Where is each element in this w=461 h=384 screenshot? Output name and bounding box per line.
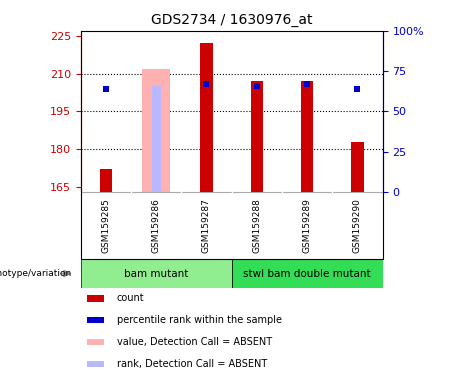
Text: GSM159287: GSM159287: [202, 198, 211, 253]
Text: GSM159285: GSM159285: [101, 198, 110, 253]
Bar: [301, 81, 313, 192]
Bar: [200, 43, 213, 192]
Bar: [250, 81, 263, 192]
Bar: [100, 169, 112, 192]
Bar: [231, 259, 383, 288]
Bar: [87, 317, 104, 323]
Bar: [351, 142, 364, 192]
Text: count: count: [117, 293, 145, 303]
Bar: [81, 259, 231, 288]
Text: stwl bam double mutant: stwl bam double mutant: [243, 268, 371, 279]
Text: GSM159289: GSM159289: [302, 198, 312, 253]
Text: GSM159288: GSM159288: [252, 198, 261, 253]
Bar: [87, 295, 104, 301]
Text: percentile rank within the sample: percentile rank within the sample: [117, 315, 282, 325]
Text: genotype/variation: genotype/variation: [0, 269, 71, 278]
Text: GSM159286: GSM159286: [152, 198, 161, 253]
Bar: [87, 339, 104, 346]
Text: bam mutant: bam mutant: [124, 268, 189, 279]
Bar: [87, 361, 104, 367]
Bar: [142, 68, 170, 192]
Text: GSM159290: GSM159290: [353, 198, 362, 253]
Text: rank, Detection Call = ABSENT: rank, Detection Call = ABSENT: [117, 359, 267, 369]
Bar: [152, 86, 161, 192]
Title: GDS2734 / 1630976_at: GDS2734 / 1630976_at: [151, 13, 313, 27]
Text: value, Detection Call = ABSENT: value, Detection Call = ABSENT: [117, 337, 272, 347]
